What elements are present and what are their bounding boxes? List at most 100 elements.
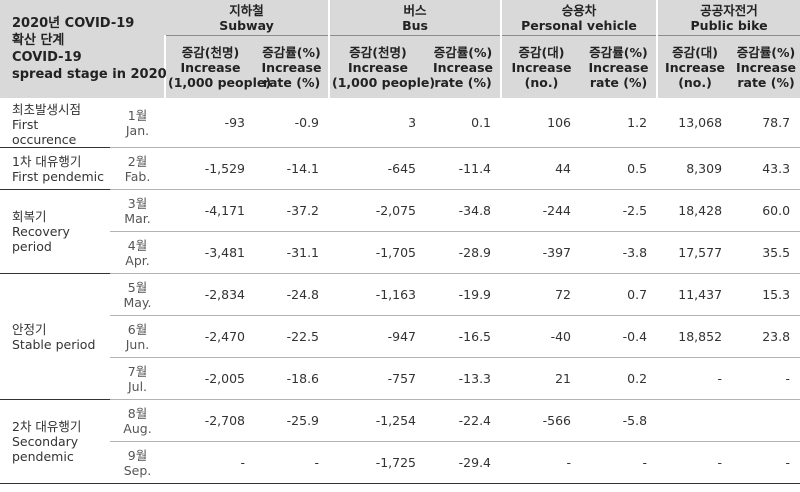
stage-header-line: 확산 단계 bbox=[12, 33, 65, 48]
value-cell: 8,309 bbox=[657, 147, 733, 190]
month-en: Aug. bbox=[123, 420, 152, 436]
group-header-personal-vehicle: 승용차 Personal vehicle bbox=[500, 0, 658, 36]
stage-name-en: Secondary bbox=[12, 434, 79, 449]
month-ko: 4월 bbox=[127, 237, 148, 253]
value-cell: -757 bbox=[329, 357, 427, 400]
month-cell: 8월 Aug. bbox=[110, 399, 165, 442]
month-cell: 6월 Jun. bbox=[110, 315, 165, 358]
stage-name-en: pendemic bbox=[12, 449, 74, 464]
value-cell: -2.5 bbox=[581, 189, 658, 232]
stage-name-ko: 2차 대유행기 bbox=[12, 419, 82, 434]
value-cell: -37.2 bbox=[255, 189, 330, 232]
value-cell: -2,075 bbox=[329, 189, 427, 232]
stage-name-ko: 안정기 bbox=[12, 321, 47, 337]
month-en: Jun. bbox=[125, 336, 150, 352]
value-cell: 78.7 bbox=[732, 98, 800, 148]
value-cell: -645 bbox=[329, 147, 427, 190]
value-cell: -14.1 bbox=[255, 147, 330, 190]
month-en: Jul. bbox=[127, 378, 148, 394]
value-cell: - bbox=[501, 441, 582, 484]
value-cell: -0.4 bbox=[581, 315, 658, 358]
subcolumn-header-line: Increase bbox=[665, 59, 726, 75]
month-cell: 1월 Jan. bbox=[110, 98, 165, 148]
group-header-en: Personal vehicle bbox=[521, 17, 637, 33]
value-cell: -1,529 bbox=[165, 147, 255, 190]
value-cell: -40 bbox=[501, 315, 582, 358]
month-cell: 2월 Fab. bbox=[110, 147, 165, 190]
value-cell: 23.8 bbox=[732, 315, 800, 358]
group-header-ko: 지하철 bbox=[229, 2, 264, 18]
stage-name-en: First occurence bbox=[12, 117, 77, 147]
month-ko: 3월 bbox=[127, 195, 148, 211]
stage-cell: 안정기 Stable period bbox=[0, 273, 110, 400]
month-ko: 5월 bbox=[127, 279, 148, 295]
value-cell: -2,005 bbox=[165, 357, 255, 400]
group-header-bus: 버스 Bus bbox=[328, 0, 502, 36]
subcolumn-header-line: Increase bbox=[511, 59, 572, 75]
value-cell: 0.7 bbox=[581, 273, 658, 316]
value-cell: -244 bbox=[501, 189, 582, 232]
group-header-ko: 공공자전거 bbox=[700, 2, 758, 18]
subcolumn-header-line: 증감(대) bbox=[518, 44, 565, 60]
value-cell: - bbox=[581, 441, 658, 484]
stage-name-ko: 최초발생시점 bbox=[12, 102, 82, 117]
value-cell: -16.5 bbox=[426, 315, 502, 358]
value-cell: - bbox=[657, 441, 733, 484]
month-en: Mar. bbox=[124, 210, 151, 226]
stage-name-ko: 회복기 bbox=[12, 209, 47, 224]
value-cell: 13,068 bbox=[657, 98, 733, 148]
subcolumn-header-line: Increase bbox=[348, 59, 408, 75]
table-row: 안정기 Stable period 5월 May. -2,834 -24.8 -1,163-… bbox=[0, 273, 800, 400]
value-cell: - bbox=[255, 441, 330, 484]
subcolumn-header-line: 증감률(%) bbox=[589, 44, 648, 60]
value-cell: 0.5 bbox=[581, 147, 658, 190]
stage-cell: 2차 대유행기 Secondary pendemic bbox=[0, 399, 110, 484]
value-cell: 11,437 bbox=[657, 273, 733, 316]
subheader-row: 증감(천명) Increase (1,000 people) 증감률(%) Increa… bbox=[0, 35, 800, 98]
value-cell: -31.1 bbox=[255, 231, 330, 274]
value-cell: -947 bbox=[329, 315, 427, 358]
value-cell: -0.9 bbox=[255, 98, 330, 148]
subcolumn-header: 증감률(%) Increase rate (%) bbox=[255, 35, 330, 98]
table-row: 회복기 Recovery period 3월 Mar. -4,171 -37.2 -2,07… bbox=[0, 189, 800, 274]
value-cell: 0.1 bbox=[426, 98, 502, 148]
group-header-en: Public bike bbox=[690, 17, 768, 33]
stage-name-en: Recovery period bbox=[12, 224, 70, 254]
value-cell: -18.6 bbox=[255, 357, 330, 400]
subcolumn-header: 증감(천명) Increase (1,000 people) bbox=[164, 35, 272, 98]
subcolumn-header-line: 증감(대) bbox=[672, 44, 718, 60]
subcolumn-header-line: rate (%) bbox=[737, 74, 795, 90]
value-cell: 3 bbox=[329, 98, 427, 148]
month-en: May. bbox=[123, 294, 152, 310]
month-ko: 8월 bbox=[127, 405, 148, 421]
value-cell: - bbox=[165, 441, 255, 484]
value-cell: 44 bbox=[501, 147, 582, 190]
value-cell: - bbox=[657, 357, 733, 400]
value-cell: -28.9 bbox=[426, 231, 502, 274]
subcolumn-header: 증감률(%) Increase rate (%) bbox=[732, 35, 800, 98]
subcolumn-header-line: (no.) bbox=[678, 74, 712, 90]
stage-cell: 1차 대유행기 First pendemic bbox=[0, 147, 110, 190]
month-cell: 3월 Mar. bbox=[110, 189, 165, 232]
table-row: 6월 Jun. -2,470 -22.5 -947 -16.5 -40 -0.4 18,852 2… bbox=[0, 315, 800, 358]
subcolumn-header-line: Increase bbox=[588, 59, 649, 75]
table-row: 2차 대유행기 Secondary pendemic 8월 Aug. -2,708 -25.… bbox=[0, 399, 800, 484]
subcolumn-header-line: (1,000 people) bbox=[168, 74, 272, 90]
table-row: 1차 대유행기 First pendemic 2월 Fab. -1,529 -14.1 -6… bbox=[0, 147, 800, 190]
subcolumn-header-line: Increase bbox=[433, 59, 493, 75]
value-cell: -1,705 bbox=[329, 231, 427, 274]
value-cell: 60.0 bbox=[732, 189, 800, 232]
subcolumn-header-line: 증감률(%) bbox=[433, 44, 493, 60]
subcolumn-header: 증감(천명) Increase (1,000 people) bbox=[328, 35, 435, 98]
month-cell: 5월 May. bbox=[110, 273, 165, 316]
month-cell: 7월 Jul. bbox=[110, 357, 165, 400]
subcolumn-header-line: (no.) bbox=[524, 74, 559, 90]
subcolumn-header-line: 증감(천명) bbox=[349, 44, 407, 60]
stage-cell: 회복기 Recovery period bbox=[0, 189, 110, 274]
value-cell: -2,708 bbox=[165, 399, 255, 442]
group-header-ko: 버스 bbox=[403, 2, 427, 18]
subcolumn-header-line: 증감률(%) bbox=[262, 44, 321, 60]
value-cell: -93 bbox=[165, 98, 255, 148]
month-en: Apr. bbox=[125, 252, 150, 268]
table-row: 4월 Apr. -3,481 -31.1 -1,705 -28.9 -397 -3.8 17,5… bbox=[0, 231, 800, 274]
